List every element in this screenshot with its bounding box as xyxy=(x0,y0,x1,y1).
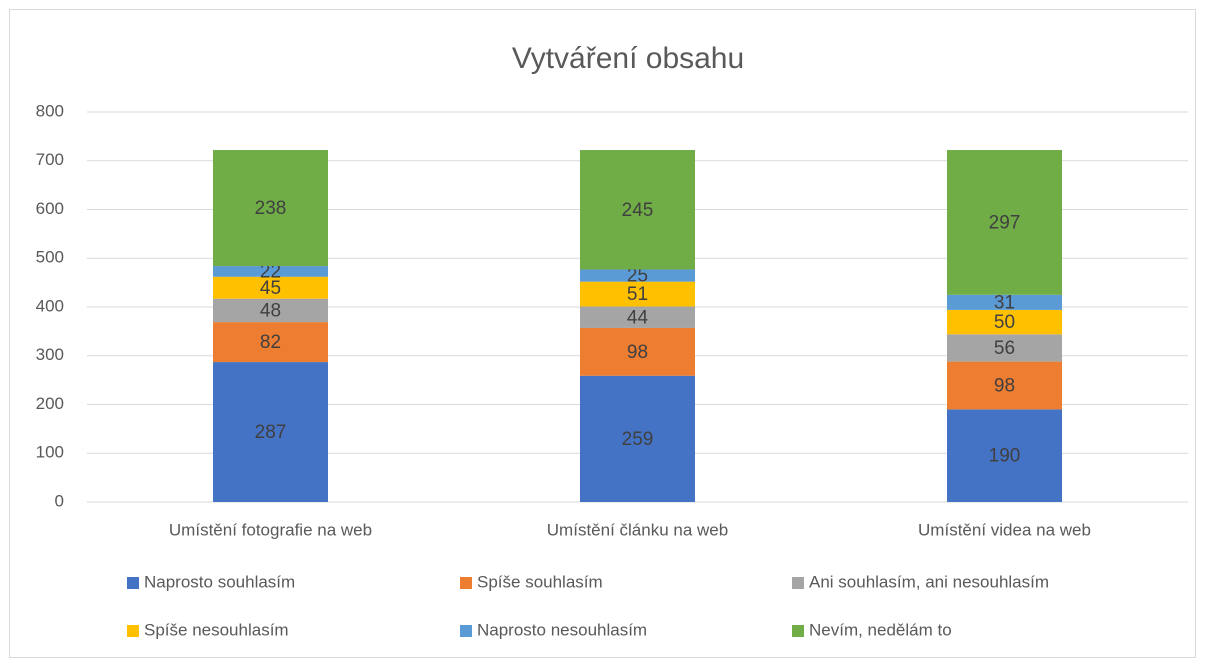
data-label: 98 xyxy=(627,342,648,363)
data-label: 44 xyxy=(627,307,649,328)
bar-segment xyxy=(947,361,1062,410)
data-label: 22 xyxy=(260,261,281,282)
bar-segment xyxy=(213,298,328,323)
y-tick-label: 400 xyxy=(36,296,64,315)
y-tick-label: 0 xyxy=(55,491,64,510)
bar-segment xyxy=(947,334,1062,362)
legend-label: Spíše souhlasím xyxy=(477,572,603,591)
bar-segment xyxy=(580,306,695,328)
data-label: 259 xyxy=(622,429,654,450)
y-tick-label: 500 xyxy=(36,248,64,267)
data-label: 51 xyxy=(627,284,648,305)
legend-label: Naprosto souhlasím xyxy=(144,572,295,591)
legend-swatch xyxy=(460,625,472,637)
y-tick-label: 300 xyxy=(36,345,64,364)
bar-segment xyxy=(213,362,328,502)
data-label: 45 xyxy=(260,278,281,299)
y-tick-label: 800 xyxy=(36,101,64,120)
y-tick-label: 700 xyxy=(36,150,64,169)
legend-label: Naprosto nesouhlasím xyxy=(477,620,647,639)
data-label: 98 xyxy=(994,376,1015,397)
data-label: 56 xyxy=(994,338,1015,359)
data-label: 50 xyxy=(994,312,1015,333)
legend-swatch xyxy=(460,577,472,589)
legend-swatch xyxy=(127,577,139,589)
bar-segment xyxy=(213,276,328,299)
x-tick-label: Umístění videa na web xyxy=(918,520,1091,539)
data-label: 245 xyxy=(622,200,654,221)
chart-title: Vytváření obsahu xyxy=(512,42,744,75)
x-tick-label: Umístění fotografie na web xyxy=(169,520,372,539)
bar-segment xyxy=(213,150,328,267)
data-label: 287 xyxy=(255,422,287,443)
y-tick-label: 100 xyxy=(36,443,64,462)
y-tick-label: 200 xyxy=(36,394,64,413)
bar-segment xyxy=(580,375,695,502)
bar-segment xyxy=(580,150,695,270)
data-label: 190 xyxy=(989,446,1021,467)
bar-segment xyxy=(947,150,1062,295)
bar-segment xyxy=(580,281,695,307)
data-label: 31 xyxy=(994,292,1015,313)
bar-segment xyxy=(947,309,1062,335)
bar-segment xyxy=(947,409,1062,502)
data-label: 25 xyxy=(627,266,648,287)
data-label: 297 xyxy=(989,212,1021,233)
legend-label: Ani souhlasím, ani nesouhlasím xyxy=(809,572,1049,591)
legend-label: Spíše nesouhlasím xyxy=(144,620,289,639)
legend-swatch xyxy=(792,625,804,637)
bar-segment xyxy=(947,294,1062,310)
legend-swatch xyxy=(127,625,139,637)
legend-label: Nevím, nedělám to xyxy=(809,620,952,639)
data-label: 82 xyxy=(260,332,281,353)
data-label: 238 xyxy=(255,198,287,219)
y-tick-label: 600 xyxy=(36,199,64,218)
data-label: 48 xyxy=(260,300,281,321)
bar-segment xyxy=(213,266,328,277)
x-tick-label: Umístění článku na web xyxy=(547,520,728,539)
legend-swatch xyxy=(792,577,804,589)
bar-segment xyxy=(580,327,695,376)
bar-segment xyxy=(213,322,328,363)
bar-segment xyxy=(580,269,695,282)
